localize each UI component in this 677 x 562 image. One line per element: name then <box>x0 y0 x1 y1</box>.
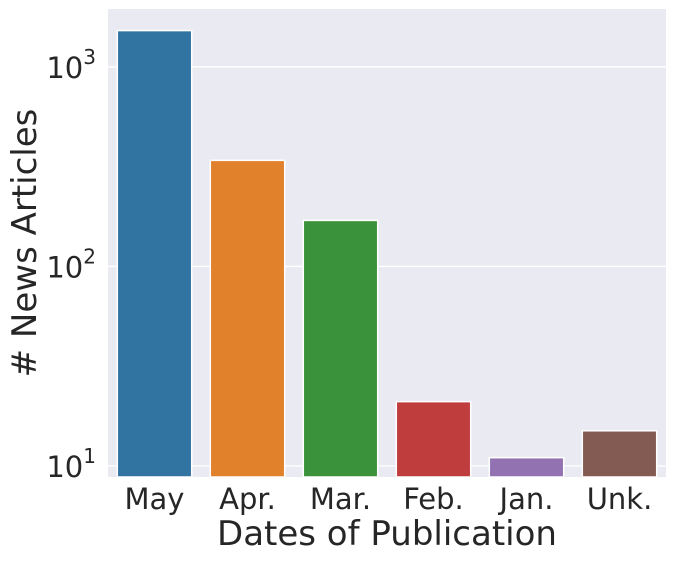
y-tick-label: 101 <box>46 444 96 484</box>
plot-area <box>108 9 666 477</box>
bar-feb <box>395 400 472 478</box>
gridlines <box>108 66 666 467</box>
x-tick-label: Feb. <box>403 482 464 516</box>
bar-may <box>116 29 193 478</box>
y-tick-labels: 101 102 103 <box>46 45 96 484</box>
x-tick-labels: May Apr. Mar. Feb. Jan. Unk. <box>125 482 653 516</box>
y-axis-title: # News Articles <box>5 109 45 378</box>
bar-jan <box>488 456 565 478</box>
x-axis-title: Dates of Publication <box>217 514 557 554</box>
bar-apr <box>209 159 286 478</box>
x-tick-label: Jan. <box>498 482 554 516</box>
x-tick-label: Unk. <box>587 482 653 516</box>
x-tick-label: Apr. <box>219 482 276 516</box>
y-tick-label: 103 <box>46 45 96 85</box>
bars <box>116 29 658 478</box>
bar-unk <box>581 430 658 478</box>
y-tick-label: 102 <box>46 244 96 284</box>
x-tick-label: May <box>125 482 185 516</box>
x-tick-label: Mar. <box>310 482 371 516</box>
bar-mar <box>302 219 379 478</box>
